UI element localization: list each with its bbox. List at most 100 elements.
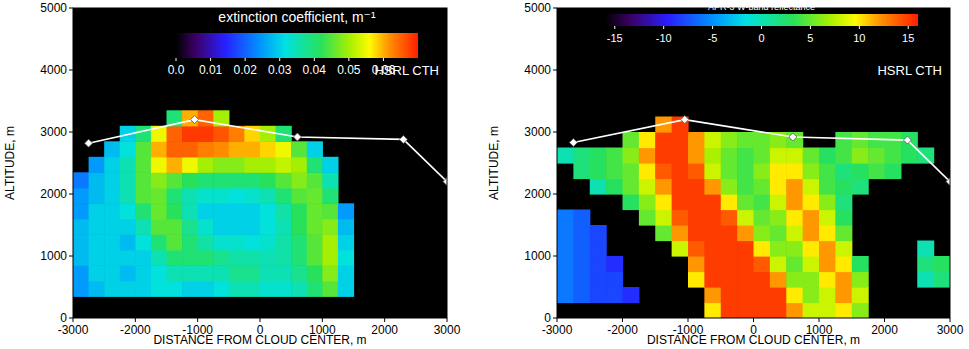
- heatmap-cell: [229, 157, 245, 173]
- y-tick: [69, 70, 73, 71]
- x-tick: [135, 318, 136, 322]
- heatmap-cell: [322, 250, 338, 266]
- colorbar-tick-label: 10: [853, 32, 865, 44]
- heatmap-cell: [291, 265, 307, 281]
- heatmap-cell: [120, 188, 136, 204]
- heatmap-cell: [704, 287, 721, 303]
- heatmap-cell: [655, 225, 672, 241]
- heatmap-cell: [229, 234, 245, 250]
- heatmap-cell: [198, 281, 214, 297]
- x-tick-label: 2000: [871, 323, 898, 337]
- heatmap-cell: [291, 157, 307, 173]
- heatmap-cell: [307, 281, 323, 297]
- colorbar-title: APR-3 W-band reflectance: [708, 2, 815, 12]
- cloud-top-marker: [85, 139, 93, 147]
- heatmap-cell: [623, 132, 640, 148]
- heatmap-cell: [590, 241, 607, 257]
- heatmap-cell: [754, 225, 771, 241]
- x-tick-label: -2000: [607, 323, 638, 337]
- x-tick-label: 3000: [937, 323, 964, 337]
- heatmap-cell: [229, 219, 245, 235]
- heatmap-cell: [786, 303, 803, 319]
- cloud-top-marker: [946, 178, 950, 186]
- colorbar-tick-label: 0.04: [303, 63, 327, 77]
- heatmap-cell: [901, 148, 918, 164]
- heatmap-cell: [151, 141, 167, 157]
- colorbar-tick: [810, 26, 811, 29]
- colorbar-tick-label: -15: [607, 32, 623, 44]
- heatmap-cell: [213, 172, 229, 188]
- heatmap-cell: [704, 241, 721, 257]
- cloud-top-marker: [443, 178, 447, 186]
- heatmap-cell: [260, 141, 276, 157]
- heatmap-cell: [167, 281, 183, 297]
- colorbar-tick: [383, 58, 384, 61]
- colorbar-tick-label: 5: [807, 32, 813, 44]
- x-tick: [884, 318, 885, 322]
- heatmap-cell: [770, 241, 787, 257]
- heatmap-cell: [307, 172, 323, 188]
- colorbar-tick: [712, 26, 713, 29]
- heatmap-cell: [135, 219, 151, 235]
- heatmap-cell: [721, 303, 738, 319]
- heatmap-cell: [917, 241, 934, 257]
- heatmap-cell: [322, 219, 338, 235]
- heatmap-cell: [104, 234, 120, 250]
- series-label: HSRL CTH: [877, 63, 942, 78]
- colorbar-title: extinction coefficient, m⁻¹: [218, 9, 376, 25]
- heatmap-cell: [244, 265, 260, 281]
- heatmap-cell: [606, 179, 623, 195]
- heatmap-cell: [868, 163, 885, 179]
- heatmap-cell: [737, 256, 754, 272]
- heatmap-cell: [73, 281, 89, 297]
- heatmap-cell: [322, 265, 338, 281]
- cloud-top-marker: [789, 133, 797, 141]
- heatmap-cell: [770, 287, 787, 303]
- heatmap-cell: [606, 148, 623, 164]
- heatmap-cell: [557, 148, 574, 164]
- heatmap-cell: [803, 303, 820, 319]
- heatmap-cell: [639, 194, 656, 210]
- heatmap-cell: [307, 141, 323, 157]
- y-tick-label: 2000: [524, 187, 551, 201]
- heatmap-cell: [770, 256, 787, 272]
- heatmap-cell: [73, 234, 89, 250]
- heatmap-cell: [835, 163, 852, 179]
- heatmap-cell: [213, 219, 229, 235]
- heatmap-cell: [655, 132, 672, 148]
- heatmap-cell: [182, 281, 198, 297]
- heatmap-cell: [213, 250, 229, 266]
- heatmap-cell: [885, 163, 902, 179]
- y-tick-label: 0: [544, 311, 551, 325]
- heatmap-cell: [104, 265, 120, 281]
- y-tick: [69, 318, 73, 319]
- heatmap-cell: [307, 188, 323, 204]
- heatmap-cell: [819, 256, 836, 272]
- heatmap-cell: [590, 163, 607, 179]
- heatmap-cell: [260, 203, 276, 219]
- heatmap-cell: [307, 203, 323, 219]
- heatmap-cell: [754, 179, 771, 195]
- heatmap-cell: [704, 210, 721, 226]
- heatmap-cell: [672, 117, 689, 133]
- heatmap-cell: [244, 281, 260, 297]
- heatmap-cell: [885, 148, 902, 164]
- heatmap-cell: [167, 157, 183, 173]
- heatmap-cell: [213, 281, 229, 297]
- heatmap-cell: [244, 250, 260, 266]
- heatmap-cell: [244, 157, 260, 173]
- heatmap-cell: [573, 256, 590, 272]
- heatmap-cell: [721, 179, 738, 195]
- y-tick-label: 5000: [524, 1, 551, 15]
- x-tick-label: -3000: [58, 323, 89, 337]
- heatmap-cell: [322, 172, 338, 188]
- heatmap-cell: [770, 210, 787, 226]
- heatmap-cell: [89, 188, 105, 204]
- heatmap-cell: [167, 219, 183, 235]
- cloud-top-marker: [191, 116, 199, 124]
- figure: HSRL CTH-3000-2000-100001000200030000100…: [0, 0, 969, 349]
- heatmap-cell: [151, 281, 167, 297]
- heatmap-cell: [721, 241, 738, 257]
- heatmap-cell: [229, 188, 245, 204]
- heatmap-cell: [151, 250, 167, 266]
